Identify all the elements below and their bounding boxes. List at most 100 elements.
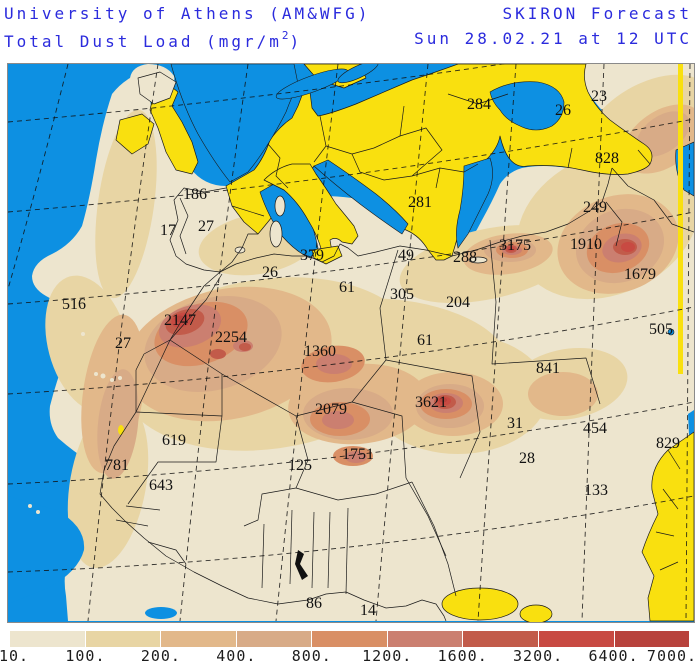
canary-island	[100, 373, 106, 379]
east-africa-clear-area	[641, 431, 694, 622]
forecast-map	[7, 63, 695, 623]
dust-value-label: 828	[595, 150, 619, 168]
colorbar-tick-label: 6400.	[588, 647, 639, 665]
superscript-2: 2	[281, 29, 290, 42]
great-britain	[149, 83, 199, 175]
scotland-dust-cap	[137, 71, 177, 105]
dust-value-label: 28	[519, 450, 535, 468]
islands-layer	[28, 71, 488, 514]
italy	[263, 163, 359, 253]
colorbar-segment	[387, 631, 463, 647]
colorbar-tick-label: 1200.	[362, 647, 413, 665]
colorbar-segment	[463, 631, 538, 647]
dust-value-label: 1360	[304, 343, 336, 361]
dust-value-label: 26	[262, 264, 278, 282]
lake-volta	[295, 550, 308, 580]
iberia-coast	[169, 187, 258, 273]
colorbar-segment	[312, 631, 387, 647]
colorbar-scale	[10, 631, 690, 647]
dust-value-label: 23	[591, 88, 607, 106]
colorbar-segment	[538, 631, 614, 647]
dust-value-label: 1679	[624, 266, 656, 284]
dust-value-label: 1910	[570, 236, 602, 254]
canary-island	[110, 378, 114, 382]
clear-strip-east	[678, 64, 683, 374]
balearic-island	[234, 246, 246, 254]
madeira-island	[81, 332, 85, 336]
sardinia	[269, 220, 283, 248]
cape-verde-island	[28, 504, 32, 508]
aegean-sea	[456, 157, 493, 249]
atlantic-sw-corner	[8, 496, 85, 604]
dust-value-label: 643	[149, 477, 173, 495]
colorbar-segment	[85, 631, 161, 647]
colorbar-tick-label: 10.	[0, 647, 30, 665]
dust-value-label: 2079	[315, 401, 347, 419]
model-name: SKIRON Forecast	[502, 4, 692, 23]
dust-value-label: 781	[105, 457, 129, 475]
colorbar-segment	[161, 631, 236, 647]
colorbar-segment	[10, 631, 85, 647]
colorbar-tick-label: 7000.	[646, 647, 698, 665]
clear-patch-south	[519, 604, 553, 622]
dust-field-layer	[32, 64, 694, 621]
dust-value-label: 619	[162, 432, 186, 450]
colorbar-tick-label: 1600.	[437, 647, 488, 665]
africa-west-coast	[99, 271, 447, 622]
black-sea	[489, 81, 565, 131]
colorbar-segment	[236, 631, 312, 647]
dust-value-label: 186	[183, 186, 207, 204]
dust-value-label: 379	[300, 247, 324, 265]
corsica	[274, 195, 286, 217]
cape-verde-island	[36, 510, 40, 514]
canary-island	[94, 372, 98, 376]
dust-value-label: 61	[339, 279, 355, 297]
gulf-of-finland	[337, 64, 379, 84]
product-title: Total Dust Load (mgr/m2)	[4, 29, 302, 51]
dust-value-label: 3175	[499, 237, 531, 255]
coastlines	[99, 167, 613, 622]
north-sea	[170, 64, 299, 183]
dust-value-label: 829	[656, 435, 680, 453]
dust-value-label: 281	[408, 194, 432, 212]
dust-value-label: 1751	[342, 446, 374, 464]
dust-value-label: 133	[584, 482, 608, 500]
dust-value-label: 14	[360, 602, 376, 620]
coastal-clear-spot	[118, 425, 124, 435]
country-borders	[115, 93, 694, 597]
dust-value-label: 26	[555, 102, 571, 120]
dust-value-label: 249	[583, 199, 607, 217]
dust-value-label: 454	[583, 420, 607, 438]
dust-free-africa-layer	[118, 64, 694, 622]
dust-value-label: 2147	[164, 312, 196, 330]
dust-value-label: 516	[62, 296, 86, 314]
gulf-of-guinea-patch	[145, 607, 177, 619]
colorbar-tick-label: 100.	[65, 647, 106, 665]
dust-value-label: 505	[649, 321, 673, 339]
colorbar-tick-label: 3200.	[513, 647, 564, 665]
dust-value-label: 27	[198, 218, 214, 236]
colorbar-tick-label: 800.	[291, 647, 332, 665]
africa-med-coast	[219, 167, 613, 273]
forecast-valid-time: Sun 28.02.21 at 12 UTC	[414, 29, 692, 48]
sicily	[311, 245, 343, 265]
dust-value-label: 288	[453, 249, 477, 267]
dust-value-label: 3621	[415, 394, 447, 412]
product-title-close: )	[289, 32, 303, 51]
red-sea-tip	[667, 328, 675, 336]
dust-value-label: 284	[467, 96, 491, 114]
dust-value-label: 49	[398, 247, 414, 265]
clear-patch-south	[441, 587, 519, 621]
dust-value-label: 204	[446, 294, 470, 312]
institution-title: University of Athens (AM&WFG)	[4, 4, 371, 23]
dust-value-label: 86	[306, 595, 322, 613]
colorbar-segment	[614, 631, 690, 647]
dust-value-label: 305	[390, 286, 414, 304]
colorbar-tick-label: 200.	[140, 647, 181, 665]
dust-value-label: 61	[417, 332, 433, 350]
crete	[468, 256, 488, 264]
dust-value-label: 125	[288, 457, 312, 475]
dust-value-label: 841	[536, 360, 560, 378]
canary-island	[118, 376, 122, 380]
ireland	[115, 113, 155, 155]
